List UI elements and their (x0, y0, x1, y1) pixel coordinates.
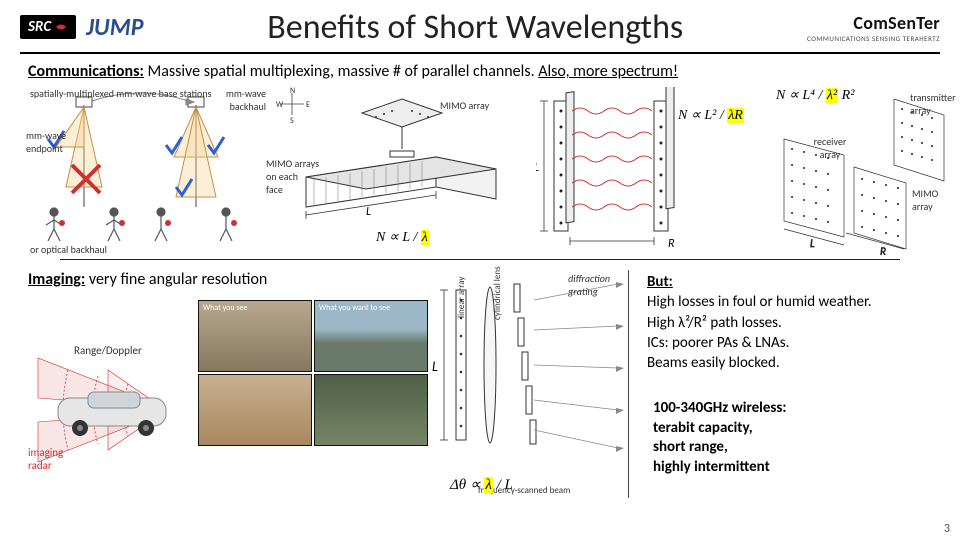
page-title: Benefits of Short Wavelengths (143, 7, 807, 48)
jump-logo: JUMP (86, 13, 143, 42)
dtheta-post: / L (493, 477, 513, 493)
src-logo: SRC (20, 15, 76, 39)
thumb-dust (198, 374, 312, 446)
wl-l2: terabit capacity, (653, 419, 753, 437)
grating-lens-label: cylindrical lens (492, 266, 503, 320)
but-l1: High losses in foul or humid weather. (647, 293, 872, 311)
d2-formula-hl: λ (421, 230, 429, 245)
slide-header: SRC JUMP Benefits of Short Wavelengths C… (0, 0, 960, 50)
svg-text:E: E (306, 100, 310, 110)
d3-formula: N ∝ L² / λR (678, 107, 748, 124)
but-l4: Beams easily blocked. (647, 354, 780, 372)
wl-l1: 100-340GHz wireless: (653, 399, 787, 417)
but-l3: ICs: poorer PAs & LNAs. (647, 334, 789, 352)
imaging-thumbnails: What you see What you want to see (198, 300, 428, 446)
d1-label-endpoint: mm-wave endpoint (26, 129, 74, 155)
d2-mimo-label: MIMO array (440, 99, 489, 112)
svg-text:N: N (290, 87, 295, 96)
comsenter-logo: ComSenTer (807, 12, 940, 34)
diagram-mmwave-endpoints: spatially-multiplexed mm-wave base stati… (26, 87, 256, 253)
radar-car-figure: Range/Doppler imaging radar (28, 350, 188, 470)
svg-text:R: R (880, 245, 886, 255)
comm-label-rest: Massive spatial multiplexing, massive # … (144, 62, 538, 81)
grating-array-label: linear array (456, 277, 467, 318)
but-list: But: High losses in foul or humid weathe… (647, 272, 940, 373)
d4-rx-label: receiver array (808, 135, 852, 161)
but-l2: High λ²/R² path losses. (647, 314, 782, 332)
imaging-bold: Imaging: (28, 270, 85, 289)
d4-tx-label: transmitter array (910, 91, 958, 117)
d4-formula-pre: N ∝ L⁴ / (776, 88, 826, 103)
thumb1-cap: What you see (203, 303, 247, 313)
grating-block: diffraction grating cylindrical lens lin… (438, 270, 628, 498)
d2-formula: N ∝ L / λ (376, 229, 429, 246)
svg-text:W: W (276, 100, 284, 110)
dtheta-hl: λ (484, 477, 493, 493)
d3-formula-pre: N ∝ L² / (678, 108, 727, 123)
radar-imaging-label: imaging radar (28, 446, 63, 472)
radar-range-label: Range/Doppler (74, 344, 142, 357)
d1-label-backhaul: mm-wave backhaul (206, 87, 266, 113)
d4-formula: N ∝ L⁴ / λ² R² (776, 87, 854, 104)
comsenter-sub: COMMUNICATIONS SENSING TERAHERTZ (807, 34, 940, 43)
grating-L-label: L (432, 358, 438, 375)
d4-formula-post: R² (838, 88, 854, 103)
logo-right-group: ComSenTer COMMUNICATIONS SENSING TERAHER… (807, 12, 940, 43)
diagram-3d-mimo: L R transmitter array receiver array MIM… (746, 87, 956, 253)
thumb2-cap: What you want to see (319, 303, 390, 313)
comm-label-more: Also, more spectrum! (538, 62, 678, 81)
caveats-block: But: High losses in foul or humid weathe… (628, 270, 940, 498)
thumb-fog: What you see (198, 300, 312, 372)
imaging-block: Imaging: very fine angular resolution (28, 270, 438, 498)
d2-formula-pre: N ∝ L / (376, 230, 421, 245)
d3-formula-hl: λR (727, 108, 744, 123)
but-heading: But: (647, 273, 673, 291)
d2-faces-label: MIMO arrays on each face (266, 157, 322, 196)
d1-label-basestations: spatially-multiplexed mm-wave base stati… (30, 87, 212, 100)
thumb-military (314, 374, 428, 446)
communications-heading: Communications: Massive spatial multiple… (0, 54, 960, 81)
d4-formula-hl: λ² (826, 88, 838, 103)
page-number: 3 (944, 522, 950, 536)
svg-text:L: L (366, 205, 371, 219)
d4-mimo-label: MIMO array (912, 187, 952, 213)
thumb-road: What you want to see (314, 300, 428, 372)
svg-text:R: R (668, 237, 675, 251)
svg-text:S: S (290, 116, 294, 126)
wl-l4: highly intermittent (653, 458, 770, 476)
diagram-mimo-building: N E W S (266, 87, 526, 253)
src-text: SRC (28, 18, 51, 36)
svg-text:L: L (810, 237, 815, 250)
svg-text:L: L (536, 161, 539, 175)
grating-dtheta-formula: Δθ ∝ λ / L (450, 475, 513, 494)
comm-label-bold: Communications: (28, 62, 144, 81)
grating-diff-label: diffraction grating (568, 272, 610, 298)
imaging-rest: very fine angular resolution (85, 270, 267, 289)
d1-label-optical: or optical backhaul (30, 243, 107, 256)
lower-row: Imaging: very fine angular resolution (0, 260, 960, 498)
imaging-heading: Imaging: very fine angular resolution (28, 270, 438, 289)
logo-left-group: SRC JUMP (20, 13, 143, 42)
wl-l3: short range, (653, 438, 728, 456)
dtheta-pre: Δθ ∝ (450, 477, 484, 493)
diagram-two-arrays: L R N ∝ L² / λR (536, 87, 736, 253)
diagram-row: spatially-multiplexed mm-wave base stati… (0, 81, 960, 253)
wireless-summary: 100-340GHz wireless: terabit capacity, s… (647, 399, 940, 477)
